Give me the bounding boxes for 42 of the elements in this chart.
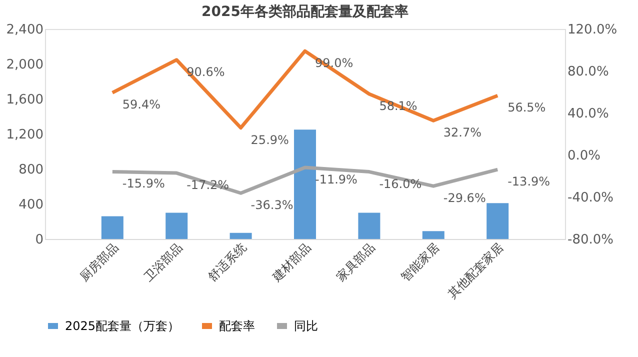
data-label: -17.2% [186, 178, 230, 192]
legend-label: 同比 [294, 319, 318, 333]
bar [294, 130, 316, 239]
data-label: 59.4% [122, 98, 161, 112]
bar [358, 212, 380, 239]
data-label: 25.9% [250, 132, 289, 147]
x-tick-label: 智能家居 [398, 240, 442, 284]
y2-tick-label: 40.0% [568, 106, 609, 122]
chart-title: 2025年各类部品配套量及配套率 [202, 3, 408, 20]
y2-tick-label: 120.0% [568, 22, 618, 38]
x-tick-label: 其他配套家居 [445, 240, 506, 301]
y-tick-label: 1,600 [6, 92, 44, 108]
bar [486, 203, 509, 239]
bar [166, 212, 188, 239]
y2-tick-label: 80.0% [568, 64, 609, 80]
data-label: 56.5% [508, 100, 546, 115]
y-tick-label: 0 [35, 232, 44, 248]
x-tick-label: 卫浴部品 [141, 240, 186, 284]
x-tick-label: 家具部品 [334, 240, 378, 284]
data-label: -13.9% [508, 174, 550, 189]
y-tick-label: 2,400 [6, 22, 44, 38]
y2-tick-label: 0.0% [568, 148, 601, 164]
x-tick-label: 舒适系统 [205, 240, 250, 284]
x-tick-label: 建材部品 [268, 240, 314, 285]
data-label: 32.7% [443, 126, 482, 140]
y-tick-label: 800 [18, 162, 44, 178]
y-tick-label: 2,000 [6, 58, 44, 72]
data-label: -29.6% [443, 191, 486, 206]
y-tick-label: 400 [18, 198, 44, 212]
legend-label: 配套率 [219, 319, 255, 333]
bar [230, 232, 252, 239]
bar [422, 231, 444, 239]
y2-tick-label: -80.0% [568, 232, 614, 248]
data-label: -15.9% [122, 176, 165, 191]
data-label: -16.0% [379, 176, 422, 191]
legend-label: 2025配套量（万套） [65, 319, 180, 333]
y2-tick-label: -40.0% [568, 190, 614, 206]
x-tick-label: 厨房部品 [77, 240, 121, 284]
data-label: -36.3% [250, 198, 294, 212]
bar [101, 216, 124, 239]
line-series [110, 166, 500, 195]
y-tick-label: 1,200 [6, 128, 44, 142]
